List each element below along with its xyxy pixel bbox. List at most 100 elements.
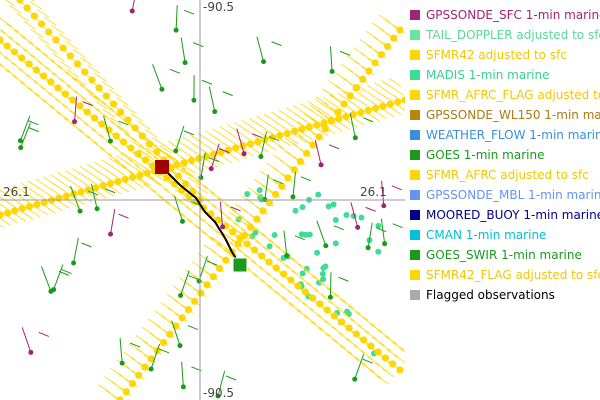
observation-symbol bbox=[361, 363, 375, 373]
observation-symbol bbox=[138, 177, 152, 187]
observation-symbol bbox=[240, 231, 249, 240]
observation-symbol bbox=[51, 287, 57, 293]
observation-symbol bbox=[72, 48, 86, 58]
observation-symbol bbox=[333, 293, 347, 303]
observation-symbol bbox=[191, 97, 197, 103]
observation-symbol bbox=[131, 141, 144, 150]
observation-symbol bbox=[265, 199, 273, 207]
observation-symbol bbox=[11, 62, 24, 72]
observation-symbol bbox=[355, 224, 361, 230]
observation-symbol bbox=[298, 134, 311, 144]
observation-symbol bbox=[296, 157, 305, 166]
observation-symbol bbox=[6, 23, 19, 33]
track bbox=[161, 166, 241, 266]
observation-symbol bbox=[175, 5, 178, 31]
observation-symbol bbox=[0, 224, 4, 228]
observation-symbol bbox=[247, 223, 255, 231]
legend-swatch bbox=[410, 30, 420, 40]
observation-symbol bbox=[182, 164, 196, 174]
legend-entry: GPSSONDE_MBL 1-min marine bbox=[410, 185, 600, 205]
observation-symbol bbox=[319, 281, 332, 291]
observation-symbol bbox=[180, 168, 194, 178]
legend-swatch bbox=[410, 70, 420, 80]
observation-symbol bbox=[353, 47, 366, 56]
observation-symbol bbox=[37, 60, 50, 70]
observation-symbol bbox=[167, 181, 180, 190]
legend-entry: CMAN 1-min marine bbox=[410, 225, 546, 245]
observation-symbol bbox=[399, 347, 405, 353]
legend-label: Flagged observations bbox=[426, 288, 555, 302]
observation-symbol bbox=[0, 64, 11, 73]
observation-symbol bbox=[215, 393, 221, 399]
observation-symbol bbox=[234, 150, 247, 159]
observation-symbol bbox=[269, 252, 283, 262]
observation-symbol bbox=[78, 129, 91, 139]
observation-symbol bbox=[32, 66, 40, 74]
observation-symbol bbox=[109, 117, 123, 126]
observation-symbol bbox=[273, 167, 286, 177]
observation-symbol bbox=[315, 133, 323, 141]
observation-symbol bbox=[290, 194, 296, 200]
observation-symbol bbox=[147, 318, 161, 328]
observation-symbol bbox=[159, 144, 172, 154]
start-marker bbox=[155, 160, 169, 174]
observation-symbol bbox=[300, 176, 312, 182]
observation-symbol bbox=[371, 59, 379, 67]
observation-symbol bbox=[196, 278, 202, 284]
observation-symbol bbox=[114, 177, 122, 186]
observation-symbol bbox=[300, 131, 314, 141]
observation-symbol bbox=[109, 185, 122, 195]
observation-symbol bbox=[318, 162, 324, 168]
observation-symbol bbox=[181, 197, 195, 206]
observation-symbol bbox=[271, 190, 280, 199]
observation-symbol bbox=[131, 0, 135, 12]
observation-symbol bbox=[167, 164, 175, 172]
legend-entry: MOORED_BUOY 1-min marine bbox=[410, 205, 600, 225]
observation-symbol bbox=[167, 307, 181, 317]
observation-symbol bbox=[95, 108, 108, 118]
observation-symbol bbox=[190, 162, 203, 172]
observation-symbol bbox=[92, 184, 100, 192]
observation-symbol bbox=[73, 90, 86, 100]
observation-symbol bbox=[21, 35, 34, 45]
observation-symbol bbox=[271, 139, 284, 149]
observation-symbol bbox=[306, 282, 319, 292]
observation-symbol bbox=[138, 144, 152, 154]
observation-symbol bbox=[19, 81, 33, 91]
observation-symbol bbox=[88, 76, 96, 84]
observation-symbol bbox=[258, 154, 264, 160]
observation-symbol bbox=[335, 85, 349, 95]
observation-symbol bbox=[382, 368, 395, 378]
observation-symbol bbox=[148, 366, 154, 372]
observation-symbol bbox=[258, 266, 271, 276]
observation-symbol bbox=[309, 141, 317, 149]
observation-symbol bbox=[99, 182, 107, 190]
observation-symbol bbox=[310, 321, 324, 331]
observation-symbol bbox=[357, 324, 370, 334]
observation-symbol bbox=[74, 60, 82, 68]
observation-symbol bbox=[289, 303, 302, 313]
observation-symbol bbox=[40, 198, 48, 207]
observation-symbol bbox=[287, 290, 300, 300]
observation-symbol bbox=[272, 264, 280, 272]
observation-symbol bbox=[265, 272, 279, 282]
observation-symbol bbox=[285, 151, 299, 161]
observation-symbol bbox=[310, 118, 324, 128]
observation-symbol bbox=[181, 167, 194, 177]
observation-symbol bbox=[367, 342, 375, 350]
observation-symbol bbox=[0, 203, 7, 209]
observation-symbol bbox=[103, 115, 111, 142]
observation-symbol bbox=[134, 150, 142, 158]
observation-symbol bbox=[301, 288, 310, 296]
observation-symbol bbox=[3, 42, 11, 50]
observation-symbol bbox=[90, 183, 98, 209]
observation-symbol bbox=[352, 135, 358, 141]
observation-symbol bbox=[18, 205, 26, 213]
observation-symbol bbox=[81, 242, 92, 248]
observation-symbol bbox=[99, 147, 113, 157]
observation-symbol bbox=[98, 120, 106, 128]
observation-symbol bbox=[329, 272, 332, 298]
observation-symbol bbox=[371, 22, 385, 32]
observation-symbol bbox=[186, 282, 199, 292]
observation-symbol bbox=[120, 152, 133, 162]
